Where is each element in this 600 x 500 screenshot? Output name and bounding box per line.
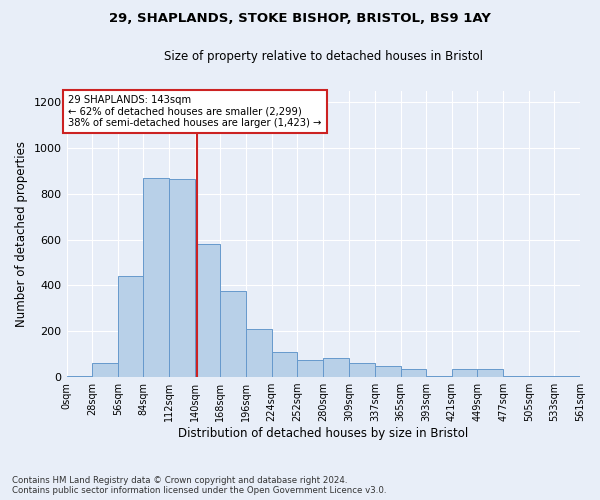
Bar <box>246 329 272 377</box>
Bar <box>169 179 194 377</box>
Bar <box>349 364 375 377</box>
Bar <box>452 369 478 377</box>
Bar <box>194 244 220 377</box>
Bar <box>92 364 118 377</box>
Y-axis label: Number of detached properties: Number of detached properties <box>15 141 28 327</box>
Bar <box>529 376 554 377</box>
Bar <box>272 352 297 377</box>
Bar <box>297 360 323 377</box>
Bar <box>503 376 529 377</box>
Bar <box>67 376 92 377</box>
Bar <box>118 276 143 377</box>
Text: 29, SHAPLANDS, STOKE BISHOP, BRISTOL, BS9 1AY: 29, SHAPLANDS, STOKE BISHOP, BRISTOL, BS… <box>109 12 491 26</box>
X-axis label: Distribution of detached houses by size in Bristol: Distribution of detached houses by size … <box>178 427 469 440</box>
Bar <box>478 369 503 377</box>
Bar <box>554 376 580 377</box>
Bar <box>323 358 349 377</box>
Title: Size of property relative to detached houses in Bristol: Size of property relative to detached ho… <box>164 50 483 63</box>
Bar <box>375 366 401 377</box>
Bar <box>220 291 246 377</box>
Text: Contains HM Land Registry data © Crown copyright and database right 2024.
Contai: Contains HM Land Registry data © Crown c… <box>12 476 386 495</box>
Bar <box>143 178 169 377</box>
Text: 29 SHAPLANDS: 143sqm
← 62% of detached houses are smaller (2,299)
38% of semi-de: 29 SHAPLANDS: 143sqm ← 62% of detached h… <box>68 95 322 128</box>
Bar <box>401 369 426 377</box>
Bar <box>426 376 452 377</box>
